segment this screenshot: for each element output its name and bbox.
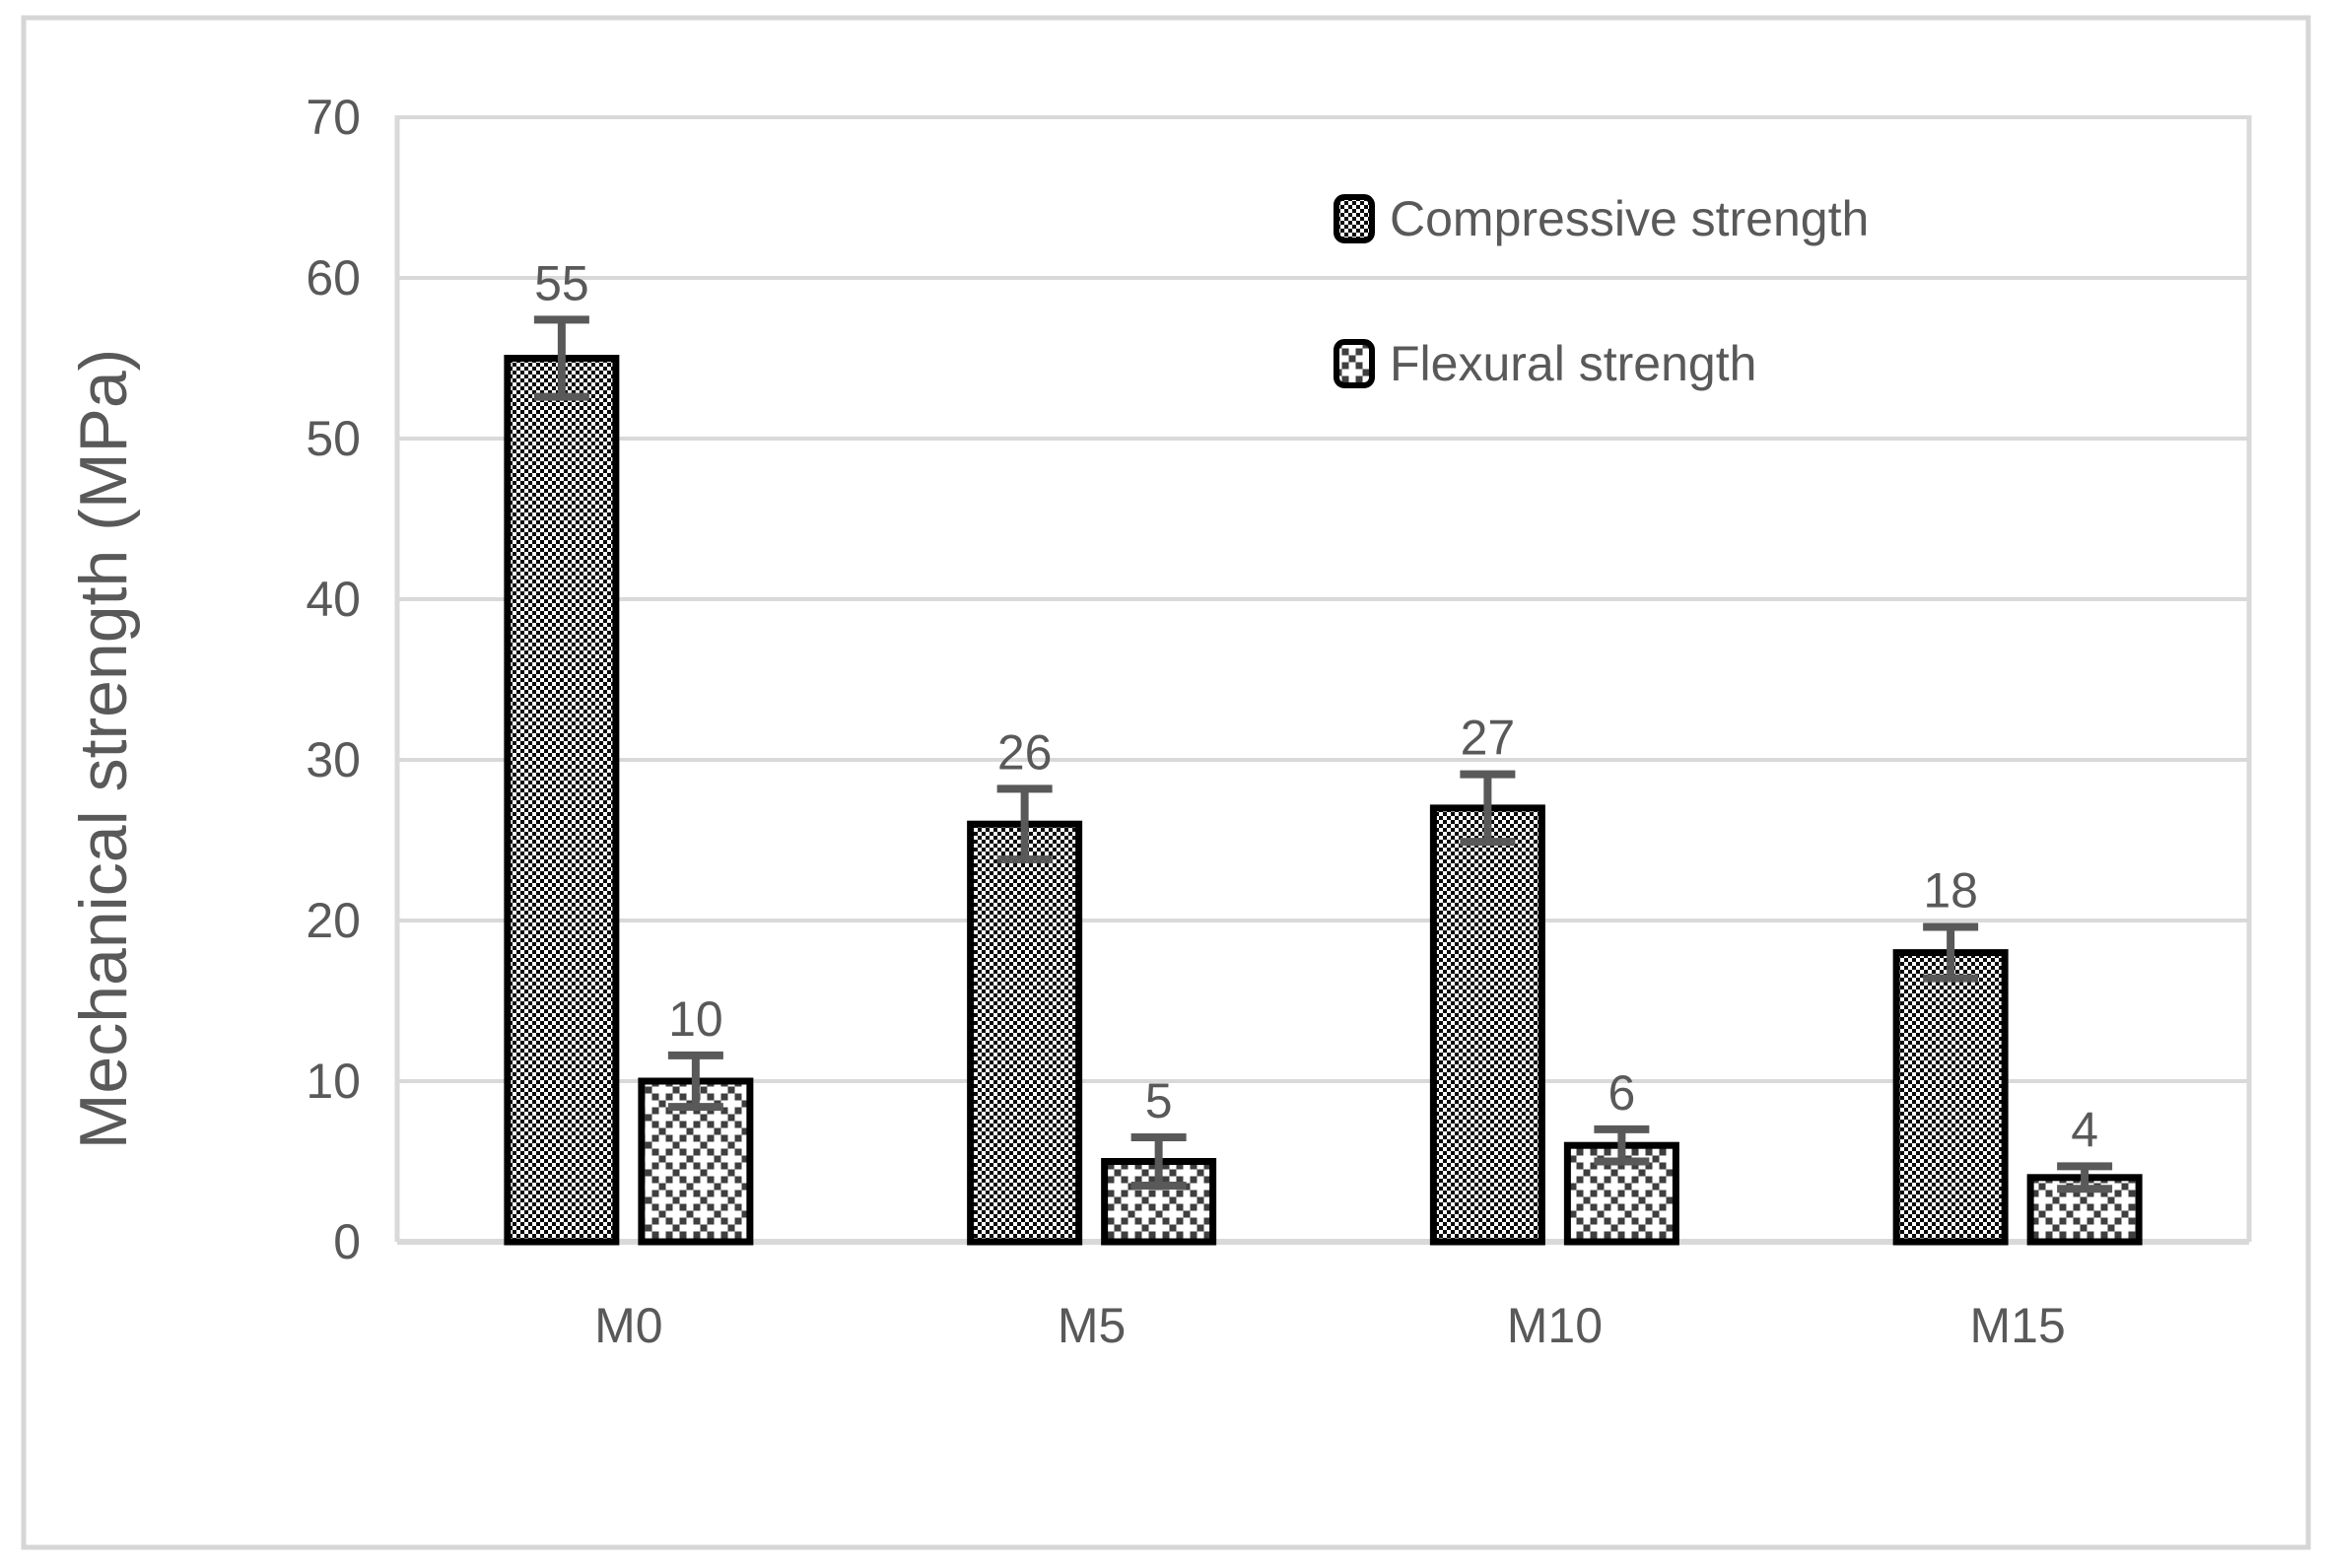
- data-label: 4: [2071, 1102, 2098, 1157]
- y-tick-labels-group: 0 10 20 30 40 50 60 70: [306, 90, 361, 1269]
- crosshatch-bar-M10: [1563, 1141, 1679, 1246]
- data-label: 10: [668, 991, 723, 1047]
- category-label: M15: [1969, 1298, 2065, 1353]
- axes-group: [394, 115, 2252, 1242]
- checker-legend-swatch-icon: [1334, 194, 1375, 243]
- y-tick-label: 70: [306, 90, 361, 145]
- data-labels-group: 55 26 27 18 10 5 6 4: [534, 255, 2098, 1157]
- data-label: 26: [997, 724, 1053, 780]
- category-label: M5: [1058, 1298, 1126, 1353]
- legend-label: Flexural strength: [1390, 336, 1756, 391]
- category-label: M10: [1507, 1298, 1603, 1353]
- data-label: 27: [1461, 711, 1516, 766]
- y-tick-label: 0: [333, 1214, 361, 1269]
- category-labels-group: M0 M5 M10 M15: [594, 1298, 2066, 1353]
- y-axis-title-group: Mechanical strength (MPa): [66, 349, 141, 1150]
- y-tick-label: 30: [306, 732, 361, 787]
- checker-bar-M10: [1429, 804, 1545, 1246]
- y-tick-label: 10: [306, 1054, 361, 1109]
- legend-label: Compressive strength: [1390, 191, 1869, 246]
- y-tick-label: 20: [306, 893, 361, 948]
- bars-group: [504, 355, 2143, 1246]
- checker-bar-M0: [504, 355, 620, 1246]
- error-bars-group: [533, 315, 2113, 1193]
- chart-outer-frame: [21, 15, 2311, 1550]
- data-label: 6: [1608, 1065, 1635, 1121]
- data-label: 5: [1145, 1073, 1173, 1128]
- y-tick-label: 50: [306, 411, 361, 466]
- checker-bar-M15: [1892, 949, 2009, 1246]
- data-label: 18: [1923, 863, 1978, 919]
- checker-bar-M5: [967, 820, 1083, 1246]
- data-label: 55: [534, 255, 589, 310]
- y-tick-label: 60: [306, 250, 361, 306]
- y-axis-title: Mechanical strength (MPa): [66, 349, 141, 1150]
- legend-group: Compressive strength Flexural strength: [1334, 191, 1869, 391]
- category-label: M0: [594, 1298, 662, 1353]
- y-tick-label: 40: [306, 572, 361, 627]
- crosshatch-legend-swatch-icon: [1334, 339, 1375, 388]
